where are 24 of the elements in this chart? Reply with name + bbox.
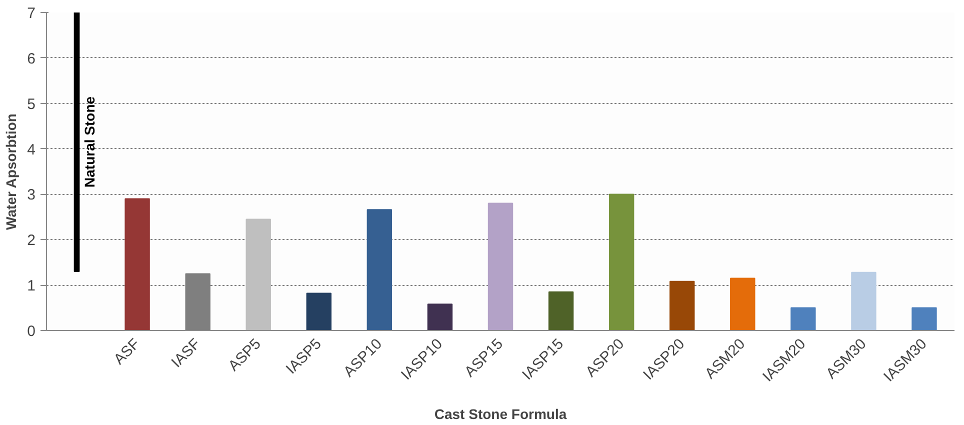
y-tick-label: 2: [27, 232, 36, 250]
y-tick-label: 1: [27, 278, 36, 295]
bar: [608, 194, 634, 330]
y-tick-label: 5: [27, 96, 36, 113]
bar: [488, 202, 514, 330]
x-axis-title: Cast Stone Formula: [434, 406, 567, 422]
y-axis-title: Water Apsorbtion: [3, 114, 20, 230]
y-tick-label: 3: [27, 186, 36, 204]
y-tick-label: 7: [27, 5, 36, 22]
y-tick-label: 6: [27, 50, 36, 68]
bar: [246, 218, 271, 330]
bar: [124, 198, 150, 330]
bar: [669, 280, 695, 330]
bar: [790, 307, 816, 330]
y-tick-label: 4: [27, 141, 36, 158]
annotation: Natural Stone: [82, 96, 98, 188]
bar: [912, 307, 937, 330]
bar: [730, 278, 756, 330]
bar: [427, 304, 453, 330]
bar: [366, 209, 392, 330]
bar: [548, 291, 574, 330]
bar: [306, 292, 332, 330]
y-tick-label: 0: [27, 323, 36, 340]
bar: [851, 272, 876, 330]
